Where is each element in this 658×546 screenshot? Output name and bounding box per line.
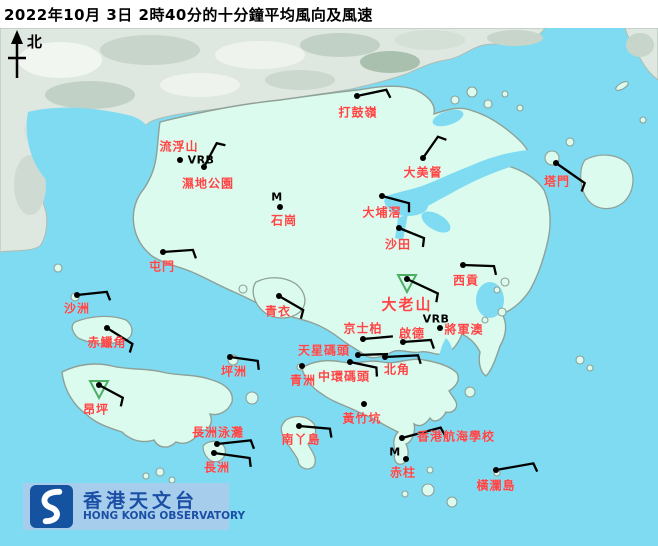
airport-island <box>71 315 133 345</box>
lantau-island <box>61 363 233 448</box>
station-marker-dot <box>177 157 183 163</box>
hko-swirl-icon <box>41 488 63 525</box>
stations-layer <box>74 88 587 473</box>
logo-title-english: HONG KONG OBSERVATORY <box>83 510 246 522</box>
deep-bay <box>26 107 155 204</box>
hko-logo <box>30 485 73 528</box>
wind-barb <box>298 424 333 438</box>
wind-barb <box>401 426 447 440</box>
wind-barb <box>202 141 226 168</box>
wind-barb <box>162 248 197 259</box>
wind-barb <box>76 290 112 301</box>
lamma-island <box>280 415 317 470</box>
wind-barb <box>381 194 411 213</box>
title-bar: 2022年10月 3日 2時40分的十分鐘平均風向及風速 <box>0 0 658 28</box>
north-label: 北 <box>27 33 43 51</box>
wind-barb <box>229 355 260 370</box>
logo-banner: 香港天文台 HONG KONG OBSERVATORY <box>23 483 245 530</box>
station-marker-triangle <box>88 380 110 401</box>
wind-barb <box>384 354 422 365</box>
station-marker-dot <box>277 204 283 210</box>
logo-title-chinese: 香港天文台 <box>83 490 199 512</box>
wind-barb <box>555 162 587 192</box>
wind-barb <box>213 451 252 468</box>
wind-barb <box>216 439 256 450</box>
ne-island <box>580 154 634 210</box>
wind-barb <box>349 360 379 377</box>
wind-barb <box>356 88 392 99</box>
wind-barb <box>462 263 498 276</box>
wind-barb <box>398 226 426 248</box>
wind-barb <box>278 295 305 319</box>
wind-barb <box>357 352 389 357</box>
wind-barb <box>495 462 539 473</box>
map-title: 2022年10月 3日 2時40分的十分鐘平均風向及風速 <box>4 6 373 24</box>
wind-barb <box>406 277 440 303</box>
wind-barb <box>98 383 125 407</box>
wind-barb <box>422 135 447 159</box>
north-indicator <box>8 30 26 78</box>
station-marker-dot <box>361 401 367 407</box>
station-marker-triangle <box>396 274 418 295</box>
hk-island <box>301 358 459 465</box>
station-marker-dot <box>403 456 409 462</box>
wind-barb <box>362 335 393 341</box>
wind-barb <box>106 327 134 353</box>
nt-land <box>132 85 551 377</box>
station-marker-dot <box>437 325 443 331</box>
wind-barb <box>402 338 435 349</box>
station-marker-dot <box>299 363 305 369</box>
